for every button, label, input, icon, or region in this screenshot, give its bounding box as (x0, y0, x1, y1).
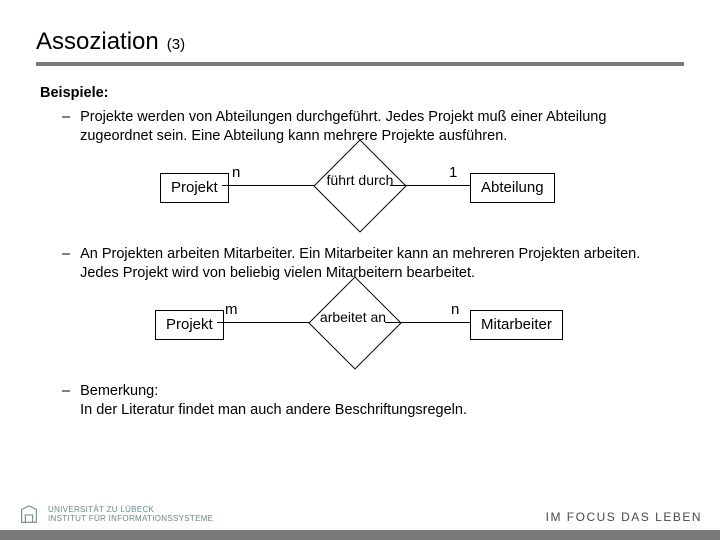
er2-entity-left: Projekt (155, 310, 224, 340)
bullet-3-text: Bemerkung: In der Literatur findet man a… (80, 382, 680, 421)
er1-relationship-label: führt durch (325, 173, 395, 188)
bullet-3-body: In der Literatur findet man auch andere … (80, 402, 467, 418)
bullet-3-label: Bemerkung: (80, 383, 158, 399)
er2-line-right (385, 322, 470, 324)
er2-relationship-label: arbeitet an (318, 310, 388, 325)
er2-cardinality-left: m (225, 300, 238, 320)
er1-cardinality-left: n (232, 163, 240, 183)
slide: Assoziation (3) Beispiele: – Projekte we… (0, 0, 720, 540)
er2-entity-right: Mitarbeiter (470, 310, 563, 340)
footer-right: IM FOCUS DAS LEBEN (546, 510, 702, 524)
title-row: Assoziation (3) (36, 28, 684, 56)
footer-bar (0, 530, 720, 540)
bullet-3: – Bemerkung: In der Literatur findet man… (62, 382, 680, 421)
bullet-dash: – (62, 245, 70, 284)
footer: UNIVERSITÄT ZU LÜBECK INSTITUT FÜR INFOR… (0, 496, 720, 540)
footer-left: UNIVERSITÄT ZU LÜBECK INSTITUT FÜR INFOR… (18, 504, 213, 526)
slide-title-index: (3) (167, 36, 185, 53)
er-diagram-1: Projekt n führt durch 1 Abteilung (160, 157, 560, 231)
er-diagram-1-wrap: Projekt n führt durch 1 Abteilung (40, 157, 680, 231)
er-diagram-2-wrap: Projekt m arbeitet an n Mitarbeiter (40, 294, 680, 368)
er-diagram-2: Projekt m arbeitet an n Mitarbeiter (155, 294, 565, 368)
footer-uni-line2: INSTITUT FÜR INFORMATIONSSYSTEME (48, 514, 213, 523)
content: Beispiele: – Projekte werden von Abteilu… (36, 84, 684, 421)
er1-entity-right: Abteilung (470, 173, 555, 203)
er1-entity-left: Projekt (160, 173, 229, 203)
slide-title: Assoziation (36, 28, 159, 56)
university-logo-icon (18, 504, 40, 526)
bullet-dash: – (62, 108, 70, 147)
er2-cardinality-right: n (451, 300, 459, 320)
footer-uni-line1: UNIVERSITÄT ZU LÜBECK (48, 505, 154, 514)
bullet-1: – Projekte werden von Abteilungen durchg… (62, 108, 680, 147)
bullet-1-text: Projekte werden von Abteilungen durchgef… (80, 108, 680, 147)
title-divider (36, 62, 684, 66)
bullet-2-text: An Projekten arbeiten Mitarbeiter. Ein M… (80, 245, 680, 284)
bullet-dash: – (62, 382, 70, 421)
er1-line-right (390, 185, 470, 187)
er1-cardinality-right: 1 (449, 163, 457, 183)
examples-heading: Beispiele: (40, 84, 680, 104)
bullet-2: – An Projekten arbeiten Mitarbeiter. Ein… (62, 245, 680, 284)
